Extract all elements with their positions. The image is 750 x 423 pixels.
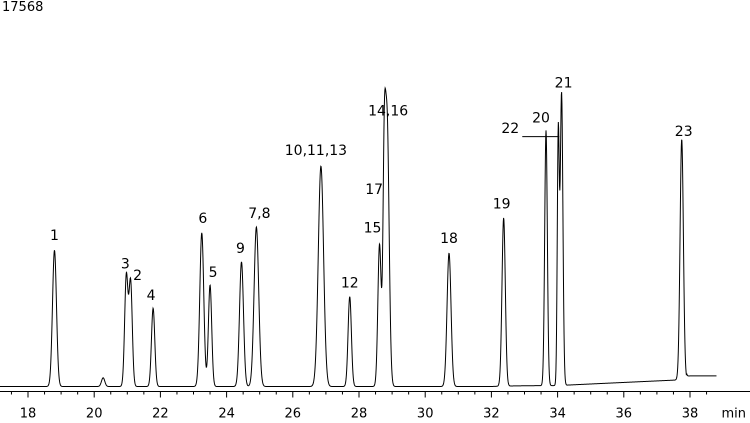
corner-value: 17568 bbox=[2, 0, 44, 15]
x-tick-label: 18 bbox=[20, 407, 37, 422]
chromatogram-trace bbox=[0, 86, 717, 387]
peak-label: 17 bbox=[365, 182, 383, 198]
peak-labels: 1 324 6 5 9 7,8 10,11,13 12 15 17 14,16 18 19 20 22 21 2… bbox=[50, 76, 693, 305]
peak-label: 14,16 bbox=[368, 104, 408, 120]
peak-label: 19 bbox=[493, 196, 511, 212]
x-tick-label: 36 bbox=[616, 407, 633, 422]
peak-label: 5 bbox=[209, 265, 218, 281]
x-tick-label: 38 bbox=[682, 407, 699, 422]
x-tick-label: 28 bbox=[351, 407, 368, 422]
x-tick-label: 20 bbox=[86, 407, 103, 422]
peak-label: 4 bbox=[147, 288, 156, 304]
peak-label: 23 bbox=[675, 124, 693, 140]
peak-label: 3 bbox=[121, 256, 130, 272]
peak-label: 6 bbox=[198, 211, 207, 227]
peak-label: 21 bbox=[555, 76, 573, 92]
peak-label: 9 bbox=[236, 241, 245, 257]
x-tick-label: 32 bbox=[483, 407, 500, 422]
x-tick-label: 26 bbox=[285, 407, 302, 422]
peak-label: 18 bbox=[440, 231, 458, 247]
peak-label: 22 bbox=[501, 121, 519, 137]
x-tick-label: 34 bbox=[549, 407, 566, 422]
peak-label: 20 bbox=[532, 110, 550, 126]
peak-label: 7,8 bbox=[248, 206, 270, 222]
peak-label: 12 bbox=[341, 276, 359, 292]
x-axis-label: min bbox=[721, 407, 746, 422]
peak-label: 15 bbox=[364, 220, 382, 236]
peak-label: 2 bbox=[133, 268, 142, 284]
peak-label: 10,11,13 bbox=[285, 143, 347, 159]
x-axis: 18 20 22 24 26 28 30 32 34 36 38 min bbox=[0, 391, 750, 422]
x-tick-label: 30 bbox=[417, 407, 434, 422]
peak-label: 1 bbox=[50, 228, 59, 244]
x-tick-label: 24 bbox=[218, 407, 235, 422]
x-tick-label: 22 bbox=[152, 407, 169, 422]
